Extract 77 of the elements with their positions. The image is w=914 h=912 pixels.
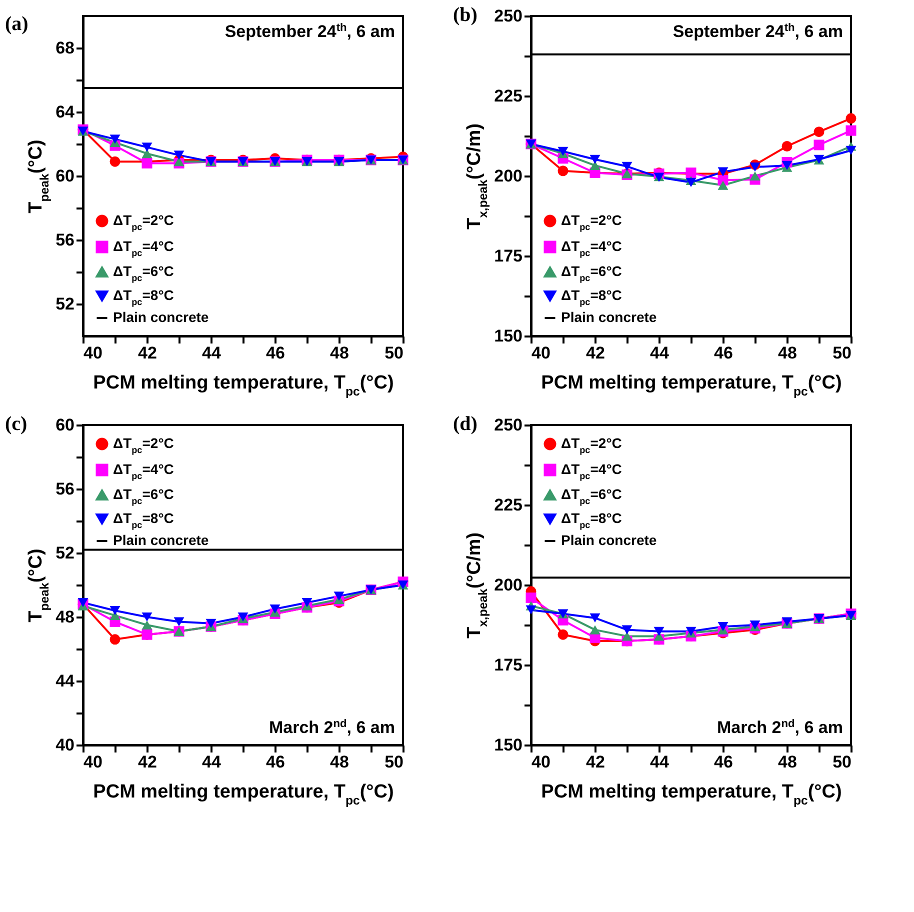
legend-label: ΔT$_{pc}$=2°C xyxy=(113,212,174,232)
x-tick-label: 40 xyxy=(84,752,102,772)
legend-label: Plain concrete xyxy=(561,532,657,548)
x-tick-label: 40 xyxy=(532,344,550,362)
x-tick-label: 40 xyxy=(84,344,102,362)
y-tick-label: 60 xyxy=(56,416,74,434)
x-axis-title: PCM melting temperature, T$_{pc}$(°C) xyxy=(93,782,394,808)
y-tick-label: 60 xyxy=(56,166,74,186)
legend-label: ΔT$_{pc}$=2°C xyxy=(561,435,622,455)
y-tick-label: 175 xyxy=(494,656,522,674)
y-tick-label: 150 xyxy=(494,736,522,754)
x-tick-label: 46 xyxy=(714,752,733,772)
legend-label: ΔT$_{pc}$=4°C xyxy=(113,238,174,258)
x-tick-label: 48 xyxy=(778,344,797,362)
y-tick-label: 250 xyxy=(494,6,522,26)
legend-label: ΔT$_{pc}$=4°C xyxy=(561,461,622,481)
legend-label: Plain concrete xyxy=(561,309,657,325)
x-tick-label: 50 xyxy=(384,344,404,362)
x-axis-title: PCM melting temperature, T$_{pc}$(°C) xyxy=(93,372,394,398)
x-tick-label: 40 xyxy=(532,752,550,772)
y-tick-label: 64 xyxy=(56,102,76,122)
x-tick-label: 46 xyxy=(266,344,285,362)
x-tick-label: 44 xyxy=(202,752,222,772)
y-tick-label: 44 xyxy=(56,672,76,690)
x-tick-label: 42 xyxy=(138,344,157,362)
chart-title: (b) xyxy=(453,4,478,26)
y-tick-label: 48 xyxy=(56,608,74,626)
y-tick-label: 225 xyxy=(494,496,522,514)
y-tick-label: 56 xyxy=(56,480,74,498)
y-tick-label: 250 xyxy=(494,416,522,434)
x-tick-label: 48 xyxy=(330,752,349,772)
legend-label: ΔT$_{pc}$=6°C xyxy=(113,486,174,506)
x-tick-label: 48 xyxy=(330,344,349,362)
legend-label: ΔT$_{pc}$=4°C xyxy=(113,461,174,481)
x-tick-label: 44 xyxy=(650,752,670,772)
x-tick-label: 46 xyxy=(266,752,285,772)
y-tick-label: 52 xyxy=(56,294,74,314)
x-tick-label: 42 xyxy=(586,344,605,362)
x-axis-title: PCM melting temperature, T$_{pc}$(°C) xyxy=(541,372,842,398)
x-tick-label: 50 xyxy=(384,752,404,772)
legend-label: ΔT$_{pc}$=8°C xyxy=(113,287,174,307)
y-tick-label: 200 xyxy=(494,576,522,594)
legend-label: ΔT$_{pc}$=8°C xyxy=(561,510,622,530)
chart-title: (a) xyxy=(5,13,28,35)
x-tick-label: 42 xyxy=(138,752,157,772)
x-axis-title: PCM melting temperature, T$_{pc}$(°C) xyxy=(541,782,842,808)
legend-label: ΔT$_{pc}$=6°C xyxy=(561,263,622,283)
legend-label: ΔT$_{pc}$=2°C xyxy=(113,435,174,455)
y-tick-label: 175 xyxy=(494,246,522,266)
x-tick-label: 42 xyxy=(586,752,605,772)
x-tick-label: 50 xyxy=(832,344,852,362)
ref-line-label: Plain concrete xyxy=(113,532,209,548)
x-tick-label: 46 xyxy=(714,344,733,362)
annotation: September 24$^{th}$, 6 am xyxy=(672,22,843,41)
legend-label: ΔT$_{pc}$=4°C xyxy=(561,238,622,258)
x-tick-label: 50 xyxy=(832,752,852,772)
legend-label: ΔT$_{pc}$=8°C xyxy=(561,287,622,307)
legend-label: ΔT$_{pc}$=8°C xyxy=(113,510,174,530)
y-tick-label: 68 xyxy=(56,38,74,58)
legend-label: ΔT$_{pc}$=2°C xyxy=(561,212,622,232)
y-tick-label: 150 xyxy=(494,326,522,346)
annotation: March 2$^{nd}$, 6 am xyxy=(268,718,395,737)
chart-title: (d) xyxy=(453,413,478,435)
legend-label: ΔT$_{pc}$=6°C xyxy=(113,263,174,283)
chart-title: (c) xyxy=(5,413,28,435)
legend-label: ΔT$_{pc}$=6°C xyxy=(561,486,622,506)
annotation: September 24$^{th}$, 6 am xyxy=(224,22,395,41)
y-tick-label: 40 xyxy=(56,736,74,754)
annotation: March 2$^{nd}$, 6 am xyxy=(716,718,843,737)
x-tick-label: 44 xyxy=(202,344,222,362)
y-tick-label: 200 xyxy=(494,166,522,186)
x-tick-label: 44 xyxy=(650,344,670,362)
x-tick-label: 48 xyxy=(778,752,797,772)
legend-label: Plain concrete xyxy=(113,309,209,325)
y-tick-label: 56 xyxy=(56,230,74,250)
y-tick-label: 52 xyxy=(56,544,74,562)
y-tick-label: 225 xyxy=(494,86,522,106)
